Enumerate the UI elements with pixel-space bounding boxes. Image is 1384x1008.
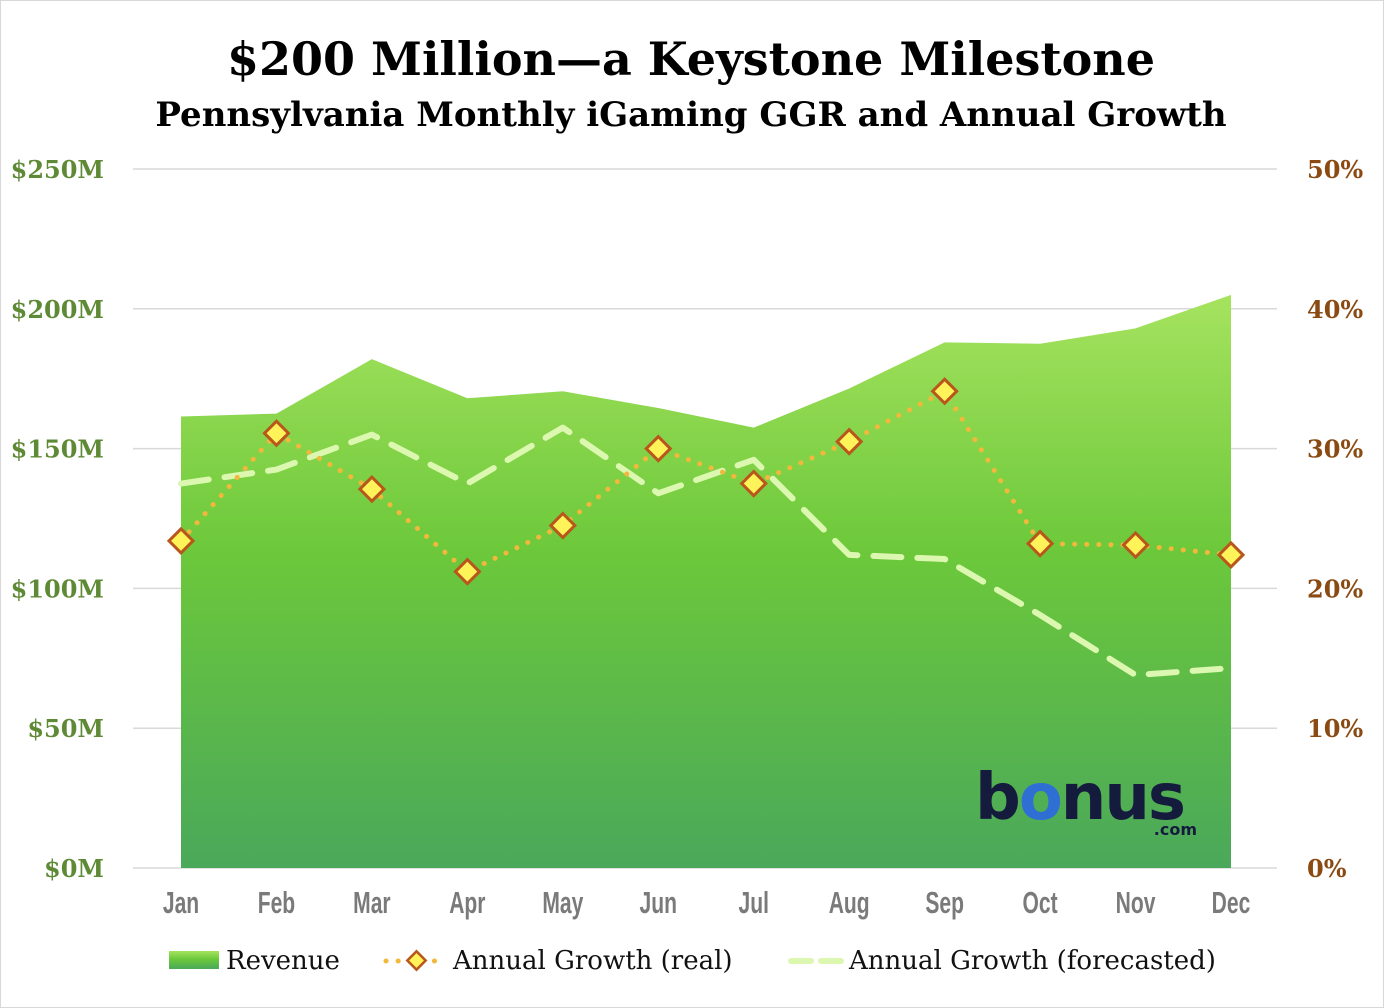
axis-labels: $0M $50M $100M $150M $200M $250M 0% 10% 20% 30% 40… [11,155,1364,920]
real-growth-marker [930,377,959,406]
y-left-tick-label: $200M [11,295,104,324]
x-tick-label: Sep [925,885,964,920]
real-growth-marker [644,434,673,463]
forecast-growth-line [178,424,1234,679]
y-right-tick-label: 50% [1307,155,1363,184]
x-tick-label: Mar [353,885,390,920]
y-left-tick-label: $50M [27,714,104,743]
x-tick-label: Apr [449,885,485,920]
y-left-tick-label: $150M [11,435,104,464]
revenue-area [181,294,1231,868]
bonus-logo: bonus .com [975,761,1197,839]
logo-wordmark: bonus [975,761,1184,835]
x-tick-label: Oct [1023,885,1058,920]
legend-swatch-real-marker [405,949,428,972]
y-left-tick-label: $100M [11,574,104,603]
real-growth-marker [835,427,864,456]
chart-subtitle: Pennsylvania Monthly iGaming GGR and Ann… [155,95,1226,135]
x-tick-label: Aug [829,885,870,920]
x-tick-label: Jul [739,885,769,920]
real-growth-marker [262,419,291,448]
legend-label-real: Annual Growth (real) [452,946,733,976]
legend-swatch-revenue [169,951,219,969]
x-tick-label: Nov [1116,885,1156,920]
x-tick-label: Feb [258,885,295,920]
y-right-tick-label: 0% [1307,854,1347,883]
y-right-tick-label: 20% [1307,574,1363,603]
real-growth-marker [1121,530,1150,560]
legend-label-revenue: Revenue [226,946,340,976]
real-growth-layer [166,377,1246,586]
real-growth-marker [1216,540,1246,569]
x-tick-label: Jan [163,885,199,920]
y-right-tick-label: 30% [1307,435,1363,464]
revenue-area-layer [181,294,1231,868]
real-growth-marker [166,526,196,556]
x-tick-label: Jun [640,885,677,920]
y-left-tick-label: $0M [44,854,104,883]
logo-domain: .com [1154,820,1197,839]
x-tick-label: Dec [1212,885,1251,920]
real-growth-marker [739,469,768,498]
legend-label-forecast: Annual Growth (forecasted) [848,946,1216,976]
y-left-tick-label: $250M [11,155,104,184]
x-tick-label: May [542,885,583,920]
y-right-tick-label: 40% [1307,295,1363,324]
real-growth-marker [357,474,387,504]
chart-title: $200 Million—a Keystone Milestone [227,32,1155,86]
legend: Revenue Annual Growth (real) Annual Grow… [169,946,1216,976]
real-growth-marker [548,511,577,540]
real-growth-marker [1025,529,1055,558]
forecast-line-layer [178,424,1234,679]
y-right-tick-label: 10% [1307,714,1363,743]
real-growth-marker [453,557,482,586]
